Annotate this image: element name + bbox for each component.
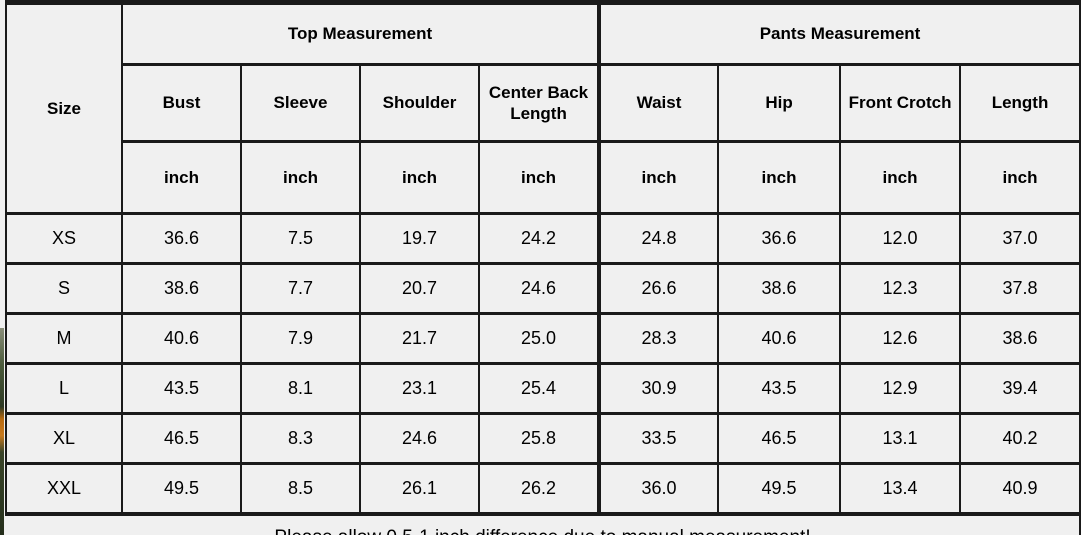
value-cell: 38.6 — [121, 262, 242, 315]
value-cell: 24.2 — [477, 212, 601, 265]
value-cell: 7.9 — [240, 312, 361, 365]
value-cell: 43.5 — [717, 362, 842, 415]
value-cell: 13.1 — [839, 412, 962, 465]
value-cell: 38.6 — [959, 312, 1081, 365]
corner-header-size: Size — [5, 1, 123, 215]
unit-cell: inch — [121, 140, 242, 215]
unit-cell: inch — [839, 140, 962, 215]
unit-cell: inch — [240, 140, 361, 215]
table-row-xl: XL 46.5 8.3 24.6 25.8 33.5 46.5 13.1 40.… — [5, 412, 1081, 465]
value-cell: 26.1 — [359, 462, 480, 516]
value-cell: 28.3 — [597, 312, 720, 365]
table-row-xs: XS 36.6 7.5 19.7 24.2 24.8 36.6 12.0 37.… — [5, 212, 1081, 265]
value-cell: 21.7 — [359, 312, 480, 365]
size-cell: XXL — [5, 462, 123, 516]
size-chart-table: Size Top Measurement Pants Measurement B… — [5, 0, 1081, 535]
unit-cell: inch — [597, 140, 720, 215]
table-row-s: S 38.6 7.7 20.7 24.6 26.6 38.6 12.3 37.8 — [5, 262, 1081, 315]
value-cell: 8.5 — [240, 462, 361, 516]
value-cell: 33.5 — [597, 412, 720, 465]
column-header-hip: Hip — [717, 63, 842, 143]
table-row-xxl: XXL 49.5 8.5 26.1 26.2 36.0 49.5 13.4 40… — [5, 462, 1081, 516]
value-cell: 8.3 — [240, 412, 361, 465]
value-cell: 7.5 — [240, 212, 361, 265]
value-cell: 40.9 — [959, 462, 1081, 516]
value-cell: 40.6 — [717, 312, 842, 365]
value-cell: 37.8 — [959, 262, 1081, 315]
size-cell: XS — [5, 212, 123, 265]
value-cell: 36.6 — [121, 212, 242, 265]
value-cell: 24.6 — [359, 412, 480, 465]
table-footer-row: Please allow 0.5-1 inch difference due t… — [6, 512, 1081, 535]
value-cell: 38.6 — [717, 262, 842, 315]
column-header-sleeve: Sleeve — [240, 63, 361, 143]
value-cell: 20.7 — [359, 262, 480, 315]
column-header-center-back-length: Center Back Length — [477, 63, 601, 143]
value-cell: 37.0 — [959, 212, 1081, 265]
value-cell: 43.5 — [121, 362, 242, 415]
table-row-l: L 43.5 8.1 23.1 25.4 30.9 43.5 12.9 39.4 — [5, 362, 1081, 415]
value-cell: 25.8 — [477, 412, 601, 465]
value-cell: 49.5 — [717, 462, 842, 516]
value-cell: 24.6 — [477, 262, 601, 315]
column-header-waist: Waist — [597, 63, 720, 143]
unit-cell: inch — [359, 140, 480, 215]
size-cell: S — [5, 262, 123, 315]
column-header-shoulder: Shoulder — [359, 63, 480, 143]
value-cell: 40.6 — [121, 312, 242, 365]
value-cell: 7.7 — [240, 262, 361, 315]
value-cell: 12.6 — [839, 312, 962, 365]
value-cell: 49.5 — [121, 462, 242, 516]
unit-cell: inch — [477, 140, 601, 215]
value-cell: 39.4 — [959, 362, 1081, 415]
value-cell: 25.0 — [477, 312, 601, 365]
column-header-length: Length — [959, 63, 1081, 143]
column-header-front-crotch: Front Crotch — [839, 63, 962, 143]
value-cell: 12.9 — [839, 362, 962, 415]
unit-cell: inch — [959, 140, 1081, 215]
group-header-pants-measurement: Pants Measurement — [597, 1, 1081, 66]
value-cell: 19.7 — [359, 212, 480, 265]
size-cell: L — [5, 362, 123, 415]
value-cell: 46.5 — [121, 412, 242, 465]
unit-cell: inch — [717, 140, 842, 215]
value-cell: 26.6 — [597, 262, 720, 315]
value-cell: 12.3 — [839, 262, 962, 315]
value-cell: 30.9 — [597, 362, 720, 415]
table-row-m: M 40.6 7.9 21.7 25.0 28.3 40.6 12.6 38.6 — [5, 312, 1081, 365]
value-cell: 40.2 — [959, 412, 1081, 465]
footer-note: Please allow 0.5-1 inch difference due t… — [6, 512, 1081, 535]
value-cell: 24.8 — [597, 212, 720, 265]
value-cell: 26.2 — [477, 462, 601, 516]
value-cell: 36.6 — [717, 212, 842, 265]
value-cell: 8.1 — [240, 362, 361, 415]
group-header-top-measurement: Top Measurement — [120, 1, 601, 66]
column-header-bust: Bust — [121, 63, 242, 143]
value-cell: 23.1 — [359, 362, 480, 415]
value-cell: 36.0 — [597, 462, 720, 516]
value-cell: 46.5 — [717, 412, 842, 465]
value-cell: 12.0 — [839, 212, 962, 265]
background-photo-sliver — [0, 328, 4, 535]
value-cell: 25.4 — [477, 362, 601, 415]
size-cell: XL — [5, 412, 123, 465]
size-cell: M — [5, 312, 123, 365]
value-cell: 13.4 — [839, 462, 962, 516]
